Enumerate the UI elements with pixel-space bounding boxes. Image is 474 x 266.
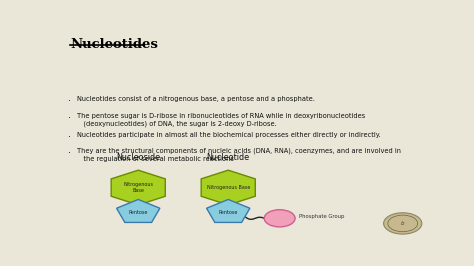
Ellipse shape (264, 210, 295, 227)
Text: They are the structural components of nucleic acids (DNA, RNA), coenzymes, and a: They are the structural components of nu… (77, 148, 401, 162)
Text: Pentose: Pentose (128, 210, 148, 215)
Polygon shape (117, 200, 160, 222)
Text: Phosphate Group: Phosphate Group (299, 214, 344, 219)
Text: Nitrogenous
Base: Nitrogenous Base (123, 182, 153, 193)
Text: Nucleotides participate in almost all the biochemical processes either directly : Nucleotides participate in almost all th… (77, 132, 381, 138)
Text: ·: · (68, 97, 72, 106)
Text: Nucleotides consist of a nitrogenous base, a pentose and a phosphate.: Nucleotides consist of a nitrogenous bas… (77, 97, 315, 102)
Text: Nucleotides: Nucleotides (70, 38, 158, 51)
Text: b: b (401, 221, 404, 226)
Text: ·: · (68, 113, 72, 123)
Text: Nucleotide: Nucleotide (207, 153, 250, 162)
Polygon shape (201, 170, 255, 205)
Text: ·: · (68, 132, 72, 142)
Text: ·: · (68, 148, 72, 158)
Polygon shape (111, 170, 165, 205)
Text: The pentose sugar is D-ribose in ribonucleotides of RNA while in deoxyribonucleo: The pentose sugar is D-ribose in ribonuc… (77, 113, 365, 127)
Text: Nitrogenous Base: Nitrogenous Base (207, 185, 250, 190)
Text: Nucleoside: Nucleoside (116, 153, 160, 162)
Circle shape (383, 213, 422, 234)
Text: Pentose: Pentose (219, 210, 238, 215)
Polygon shape (207, 200, 250, 222)
